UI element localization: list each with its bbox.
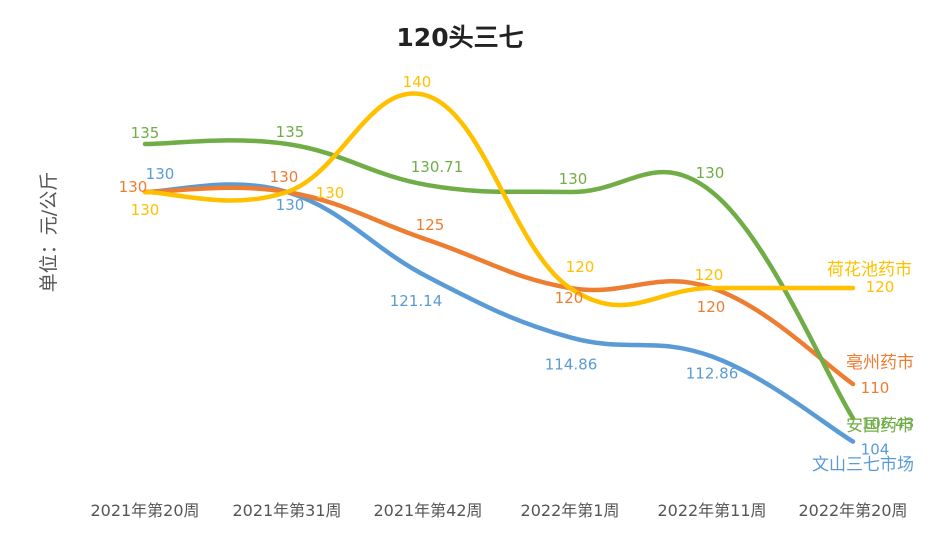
series-line-4: [142, 91, 856, 308]
series-name-label: 文山三七市场: [812, 455, 914, 475]
data-label: 120: [697, 298, 726, 316]
data-label: 130: [270, 168, 299, 186]
data-label: 121.14: [390, 292, 443, 310]
chart-title: 120头三七: [396, 23, 523, 52]
data-label: 112.86: [686, 365, 739, 383]
x-tick-label: 2021年第42周: [373, 501, 482, 520]
series-line-2: [142, 185, 856, 387]
series-line-3: [142, 138, 856, 421]
data-label: 130: [146, 165, 175, 183]
data-label: 120: [695, 266, 724, 284]
data-label: 130: [119, 178, 148, 196]
data-label: 130: [559, 170, 588, 188]
y-axis-label: 单位：元/公斤: [38, 172, 60, 292]
data-label: 135: [276, 123, 305, 141]
data-label: 130: [316, 184, 345, 202]
data-label: 104: [861, 441, 890, 459]
x-tick-label: 2021年第20周: [90, 501, 199, 520]
data-label: 120: [566, 258, 595, 276]
data-label: 125: [416, 216, 445, 234]
x-tick-label: 2022年第11周: [657, 501, 766, 520]
data-label: 120: [555, 289, 584, 307]
series-name-label: 荷花池药市: [827, 260, 912, 280]
series-name-label: 亳州药市: [846, 353, 914, 373]
data-label: 114.86: [545, 355, 598, 373]
data-label: 130: [131, 201, 160, 219]
series-name-label: 安国药市: [846, 416, 914, 436]
series-line-1: [142, 182, 856, 444]
plot-area: 2021年第20周 2021年第31周 2021年第42周 2022年第1周 2022年…: [90, 73, 914, 520]
data-label: 110: [861, 379, 890, 397]
data-label: 130: [276, 196, 305, 214]
x-tick-label: 2022年第20周: [798, 501, 907, 520]
data-label: 130.71: [411, 158, 464, 176]
data-label: 140: [403, 73, 432, 91]
data-label: 135: [131, 124, 160, 142]
x-tick-label: 2021年第31周: [232, 501, 341, 520]
x-tick-label: 2022年第1周: [521, 501, 620, 520]
data-label: 130: [696, 164, 725, 182]
data-label: 106.43: [862, 414, 915, 432]
data-label: 120: [866, 278, 895, 296]
